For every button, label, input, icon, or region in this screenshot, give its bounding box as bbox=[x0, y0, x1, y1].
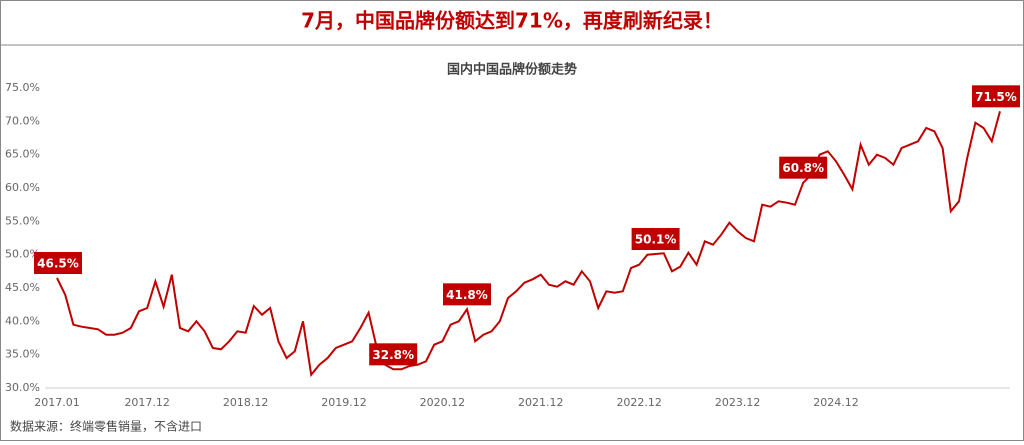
value-label-box bbox=[631, 228, 680, 250]
value-label: 32.8% bbox=[372, 348, 414, 362]
value-label: 41.8% bbox=[446, 288, 488, 302]
y-tick-label: 35.0% bbox=[5, 348, 40, 361]
chart-title: 国内中国品牌份额走势 bbox=[447, 62, 577, 78]
value-label-box bbox=[972, 85, 1020, 108]
value-label: 71.5% bbox=[975, 90, 1017, 104]
x-tick-label: 2021.12 bbox=[518, 396, 564, 409]
x-tick-label: 2023.12 bbox=[715, 396, 761, 409]
x-tick-label: 2017.01 bbox=[34, 396, 80, 409]
y-tick-label: 50.0% bbox=[5, 248, 40, 261]
header-title: 7月，中国品牌份额达到71%，再度刷新纪录！ bbox=[301, 9, 723, 33]
value-label-box bbox=[369, 343, 418, 366]
x-tick-label: 2020.12 bbox=[420, 396, 466, 409]
y-tick-label: 65.0% bbox=[5, 148, 40, 161]
y-tick-label: 70.0% bbox=[5, 114, 40, 127]
x-tick-label: 2017.12 bbox=[124, 396, 170, 409]
y-tick-label: 55.0% bbox=[5, 214, 40, 227]
series-line bbox=[56, 111, 1001, 378]
x-tick-label: 2019.12 bbox=[321, 396, 367, 409]
value-label-box bbox=[443, 283, 491, 306]
x-tick-label: 2022.12 bbox=[616, 396, 662, 409]
y-tick-label: 45.0% bbox=[5, 281, 40, 294]
footnote: 数据来源：终端零售销量，不含进口 bbox=[10, 419, 202, 434]
y-tick-label: 30.0% bbox=[5, 381, 40, 394]
x-tick-label: 2018.12 bbox=[223, 396, 269, 409]
y-tick-label: 40.0% bbox=[5, 314, 40, 327]
x-tick-label: 2024.12 bbox=[813, 396, 859, 409]
y-tick-label: 75.0% bbox=[5, 81, 40, 94]
y-tick-label: 60.0% bbox=[5, 181, 40, 194]
value-label: 60.8% bbox=[782, 161, 824, 175]
value-label: 46.5% bbox=[37, 257, 79, 271]
value-label-box bbox=[779, 156, 828, 179]
value-label: 50.1% bbox=[635, 233, 677, 247]
value-label-box bbox=[34, 252, 82, 274]
